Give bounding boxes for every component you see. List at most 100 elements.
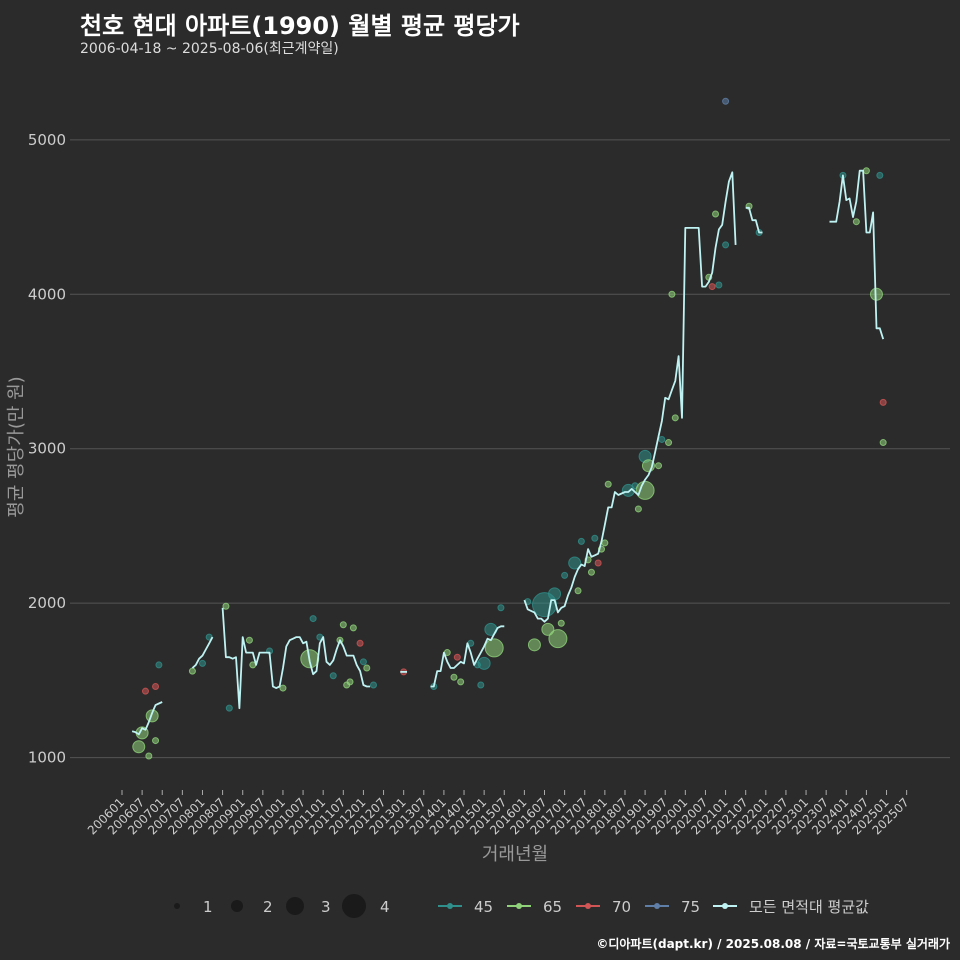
- scatter-point-45: [561, 571, 569, 579]
- scatter-point-65: [655, 462, 663, 470]
- scatter-point-70: [594, 559, 602, 567]
- scatter-point-65: [152, 737, 160, 745]
- scatter-point-45: [577, 537, 585, 545]
- scatter-point-65: [574, 587, 582, 595]
- legend-color-label: 75: [681, 898, 700, 916]
- scatter-point-70: [141, 687, 149, 695]
- legend-color-label: 45: [474, 898, 493, 916]
- scatter-point-65: [339, 621, 347, 629]
- scatter-point-65: [668, 290, 676, 298]
- legend-color-dot: [585, 903, 591, 909]
- scatter-point-65: [548, 629, 568, 649]
- scatter-point-65: [279, 684, 287, 692]
- average-line-segment: [745, 206, 763, 234]
- average-line-segment: [430, 625, 505, 688]
- scatter-point-65: [671, 414, 679, 422]
- average-line-segment: [131, 701, 163, 736]
- scatter-point-70: [356, 639, 364, 647]
- y-tick-label: 3000: [28, 440, 66, 458]
- scatter-point-65: [635, 480, 655, 500]
- scatter-point-45: [369, 681, 377, 689]
- chart-title: 천호 현대 아파트(1990) 월별 평균 평당가: [80, 12, 520, 40]
- scatter-point-45: [198, 659, 206, 667]
- legend-size-label: 4: [380, 898, 390, 916]
- scatter-point-65: [862, 167, 870, 175]
- scatter-point-45: [497, 604, 505, 612]
- scatter-point-45: [591, 534, 599, 542]
- scatter-point-65: [145, 752, 153, 760]
- scatter-point-65: [852, 218, 860, 226]
- scatter-point-65: [188, 667, 196, 675]
- x-axis-label: 거래년월: [482, 844, 548, 865]
- average-line-segment: [523, 171, 737, 623]
- legend-size-key: [286, 897, 304, 915]
- legend-color-dot: [722, 903, 728, 909]
- source-credit: ©디아파트(dapt.kr) / 2025.08.08 / 자료=국토교통부 실…: [596, 937, 950, 951]
- legend-size-key: [231, 900, 243, 912]
- scatter-point-65: [601, 539, 609, 547]
- scatter-point-65: [346, 678, 354, 686]
- scatter-point-65: [587, 568, 595, 576]
- legend: 1 2 3 4 45 65 70 75 모든 면적대 평균값: [174, 894, 869, 918]
- scatter-point-45: [876, 171, 884, 179]
- y-tick-label: 2000: [28, 594, 66, 612]
- scatter-point-65: [457, 678, 465, 686]
- legend-color-dot: [516, 903, 522, 909]
- scatter-point-70: [453, 653, 461, 661]
- scatter-point-65: [712, 210, 720, 218]
- scatter-point-45: [329, 672, 337, 680]
- scatter-point-70: [152, 683, 160, 691]
- legend-size-label: 1: [203, 898, 213, 916]
- y-tick-label: 5000: [28, 131, 66, 149]
- scatter-point-70: [879, 398, 887, 406]
- legend-size-key: [342, 894, 366, 918]
- legend-size-key: [174, 903, 180, 909]
- scatter-point-65: [557, 619, 565, 627]
- scatter-point-45: [477, 681, 485, 689]
- x-axis: 2006012006072007012007072008012008072009…: [85, 790, 912, 838]
- scatter-point-65: [450, 673, 458, 681]
- scatter-point-45: [155, 661, 163, 669]
- scatter-point-65: [484, 638, 504, 658]
- y-axis: 1000 2000 3000 4000 5000: [28, 131, 66, 767]
- scatter-point-65: [132, 740, 146, 754]
- scatter-point-65: [527, 638, 541, 652]
- average-line-segment: [829, 169, 885, 340]
- scatter-point-65: [363, 664, 371, 672]
- scatter-point-65: [222, 602, 230, 610]
- scatter-point-65: [245, 636, 253, 644]
- scatter-point-45: [658, 435, 666, 443]
- scatter-point-65: [879, 439, 887, 447]
- scatter-point-45: [722, 241, 730, 249]
- y-axis-label: 평균 평당가(만 원): [6, 376, 27, 517]
- scatter-point-45: [309, 615, 317, 623]
- average-line-segment: [221, 607, 371, 710]
- chart-subtitle: 2006-04-18 ~ 2025-08-06(최근계약일): [80, 41, 339, 57]
- scatter-point-65: [665, 439, 673, 447]
- legend-color-label: 70: [612, 898, 631, 916]
- legend-color-label: 모든 면적대 평균값: [749, 898, 869, 916]
- legend-color-dot: [654, 903, 660, 909]
- scatter-point-75: [722, 97, 730, 105]
- scatter-point-45: [359, 658, 367, 666]
- average-line-segment: [191, 636, 214, 669]
- legend-color-dot: [447, 903, 453, 909]
- scatter-point-45: [548, 587, 562, 601]
- scatter-point-65: [604, 480, 612, 488]
- scatter-point-65: [349, 624, 357, 632]
- grid-lines: [70, 139, 950, 759]
- legend-color-label: 65: [543, 898, 562, 916]
- scatter-point-45: [225, 704, 233, 712]
- legend-size-label: 2: [263, 898, 273, 916]
- average-line: [131, 169, 885, 736]
- scatter-point-70: [708, 283, 716, 291]
- scatter-points: [132, 97, 887, 760]
- y-tick-label: 1000: [28, 749, 66, 767]
- y-tick-label: 4000: [28, 285, 66, 303]
- scatter-point-45: [568, 556, 582, 570]
- scatter-point-45: [477, 656, 491, 670]
- scatter-point-65: [634, 505, 642, 513]
- scatter-point-45: [715, 281, 723, 289]
- legend-size-label: 3: [321, 898, 331, 916]
